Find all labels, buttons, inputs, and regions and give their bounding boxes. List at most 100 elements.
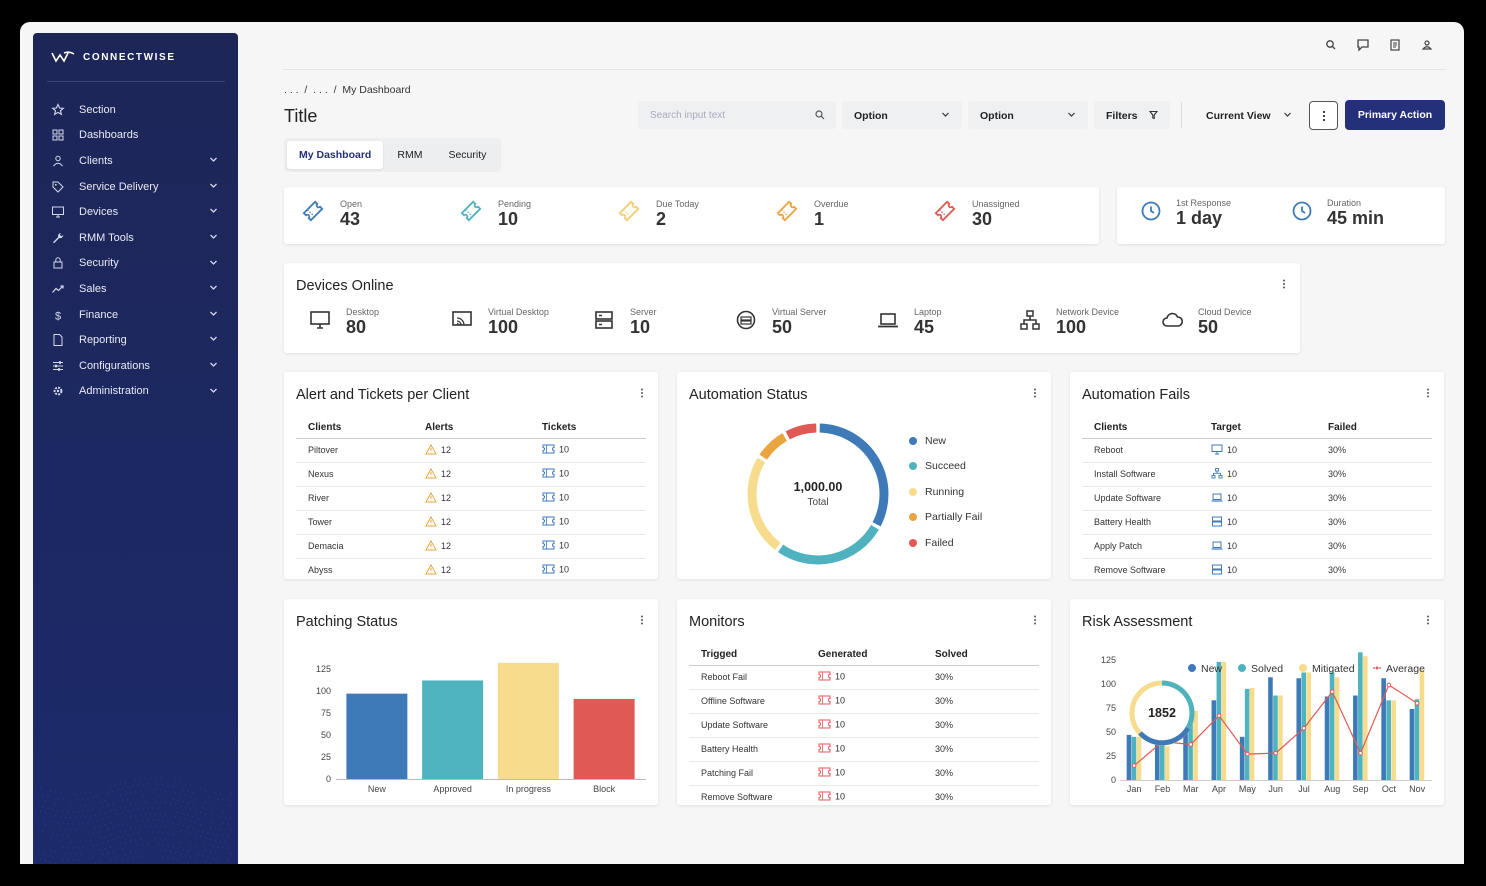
sidebar-item-sales[interactable]: Sales [33, 276, 238, 302]
device-stat-network-device[interactable]: Network Device 100 [1018, 307, 1119, 337]
bar-new-jan[interactable] [1127, 735, 1132, 780]
card-menu-icon[interactable] [1033, 615, 1037, 625]
average-point[interactable] [1302, 726, 1306, 730]
bar-solved-jun[interactable] [1273, 696, 1278, 780]
bar-mitigated-mar[interactable] [1193, 711, 1198, 780]
table-row[interactable]: Abyss 12 10 [296, 558, 646, 579]
sidebar-item-administration[interactable]: Administration [33, 379, 238, 405]
legend-item-solved[interactable]: Solved [1238, 663, 1283, 675]
table-row[interactable]: Remove Software 10 30% [689, 785, 1039, 805]
bar-new-aug[interactable] [1325, 696, 1330, 780]
card-menu-icon[interactable] [1282, 279, 1286, 289]
column-header[interactable]: Generated [806, 645, 923, 665]
bar-mitigated-jun[interactable] [1278, 696, 1283, 780]
tab-my-dashboard[interactable]: My Dashboard [287, 141, 383, 169]
chat-icon[interactable] [1356, 38, 1370, 52]
table-row[interactable]: Demacia 12 10 [296, 534, 646, 558]
column-header[interactable]: Clients [296, 418, 413, 438]
filters-button[interactable]: Filters [1094, 101, 1170, 129]
table-row[interactable]: River 12 10 [296, 486, 646, 510]
column-header[interactable]: Solved [923, 645, 1039, 665]
bar-mitigated-aug[interactable] [1335, 677, 1340, 780]
table-row[interactable]: Reboot 10 30% [1082, 438, 1432, 462]
ticket-stat-open[interactable]: Open 43 [300, 198, 362, 229]
bar-mitigated-oct[interactable] [1391, 700, 1396, 780]
bar-solved-sep[interactable] [1358, 652, 1363, 780]
column-header[interactable]: Target [1199, 418, 1316, 438]
more-options-button[interactable] [1309, 101, 1338, 130]
donut-slice-succeed[interactable] [781, 527, 875, 560]
sidebar-item-section[interactable]: Section [33, 97, 238, 123]
card-menu-icon[interactable] [1033, 388, 1037, 398]
tab-rmm[interactable]: RMM [385, 141, 434, 169]
primary-action-button[interactable]: Primary Action [1345, 100, 1445, 130]
sidebar-item-finance[interactable]: $ Finance [33, 302, 238, 328]
tab-security[interactable]: Security [436, 141, 498, 169]
bar-new-jun[interactable] [1268, 677, 1273, 780]
legend-item-new[interactable]: New [1188, 663, 1222, 675]
average-point[interactable] [1415, 701, 1419, 705]
sidebar-item-rmm-tools[interactable]: RMM Tools [33, 225, 238, 251]
device-stat-virtual-server[interactable]: Virtual Server 50 [734, 307, 826, 337]
device-stat-desktop[interactable]: Desktop 80 [308, 307, 379, 337]
bar-new-jul[interactable] [1296, 678, 1301, 780]
legend-item-failed[interactable]: Failed [909, 530, 982, 556]
bar-mitigated-may[interactable] [1250, 688, 1255, 780]
table-row[interactable]: Battery Health 10 30% [689, 737, 1039, 761]
option-dropdown-2[interactable]: Option [968, 101, 1088, 129]
column-header[interactable]: Alerts [413, 418, 530, 438]
average-point[interactable] [1217, 714, 1221, 718]
bar-mitigated-feb[interactable] [1165, 746, 1170, 780]
bar-mitigated-nov[interactable] [1420, 670, 1425, 780]
option-dropdown-1[interactable]: Option [842, 101, 962, 129]
table-row[interactable]: Piltover 12 10 [296, 438, 646, 462]
column-header[interactable]: Tickets [530, 418, 646, 438]
legend-item-new[interactable]: New [909, 428, 982, 454]
current-view-dropdown[interactable]: Current View [1194, 101, 1304, 129]
response-stat[interactable]: Duration 45 min [1291, 198, 1384, 228]
table-row[interactable]: Offline Software 10 30% [689, 689, 1039, 713]
user-account-icon[interactable] [1420, 38, 1434, 52]
bar-solved-apr[interactable] [1217, 662, 1222, 780]
donut-slice-new[interactable] [820, 428, 884, 524]
bar-block[interactable] [574, 699, 635, 779]
bar-approved[interactable] [422, 680, 483, 779]
average-point[interactable] [1189, 743, 1193, 747]
bar-solved-nov[interactable] [1415, 699, 1420, 780]
table-row[interactable]: Apply Patch 10 30% [1082, 534, 1432, 558]
sidebar-item-devices[interactable]: Devices [33, 199, 238, 225]
sidebar-item-configurations[interactable]: Configurations [33, 353, 238, 379]
average-point[interactable] [1246, 752, 1250, 756]
ticket-stat-unassigned[interactable]: Unassigned 30 [932, 198, 1020, 229]
search-icon[interactable] [1324, 38, 1338, 52]
donut-slice-failed[interactable] [788, 428, 817, 435]
card-menu-icon[interactable] [640, 388, 644, 398]
bar-solved-jan[interactable] [1132, 737, 1137, 780]
average-point[interactable] [1132, 764, 1136, 768]
table-row[interactable]: Update Software 10 30% [689, 713, 1039, 737]
table-row[interactable]: Tower 12 10 [296, 510, 646, 534]
legend-item-average[interactable]: Average [1373, 663, 1425, 675]
table-row[interactable]: Nexus 12 10 [296, 462, 646, 486]
table-row[interactable]: Remove Software 10 30% [1082, 558, 1432, 579]
bar-mitigated-sep[interactable] [1363, 656, 1368, 780]
bar-solved-oct[interactable] [1386, 700, 1391, 780]
device-stat-laptop[interactable]: Laptop 45 [876, 307, 942, 337]
legend-item-partially-fail[interactable]: Partially Fail [909, 505, 982, 531]
device-stat-cloud-device[interactable]: Cloud Device 50 [1160, 307, 1252, 337]
bar-solved-may[interactable] [1245, 689, 1250, 780]
ticket-stat-due-today[interactable]: Due Today 2 [616, 198, 699, 229]
device-stat-server[interactable]: Server 10 [592, 307, 657, 337]
bar-mitigated-jul[interactable] [1306, 672, 1311, 780]
sidebar-item-clients[interactable]: Clients [33, 148, 238, 174]
bar-new-nov[interactable] [1410, 709, 1415, 780]
table-row[interactable]: Battery Health 10 30% [1082, 510, 1432, 534]
table-row[interactable]: Update Software 10 30% [1082, 486, 1432, 510]
column-header[interactable]: Failed [1316, 418, 1432, 438]
bar-mitigated-jan[interactable] [1137, 737, 1142, 780]
donut-slice-running[interactable] [752, 460, 778, 546]
average-point[interactable] [1359, 751, 1363, 755]
average-point[interactable] [1274, 751, 1278, 755]
bar-in-progress[interactable] [498, 663, 559, 779]
column-header[interactable]: Clients [1082, 418, 1199, 438]
